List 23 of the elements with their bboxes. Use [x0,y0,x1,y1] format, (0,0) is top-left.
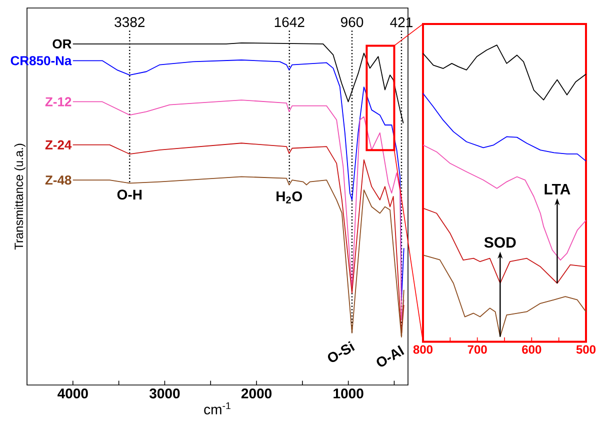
x-axis-title: cm$^{-1}$ [204,402,230,414]
annotation: LTA [544,184,570,194]
ref-line-label: 3382 [114,17,145,28]
series-label: Z-12 [45,97,72,106]
ref-line-label: 960 [340,17,364,28]
x-tick-label: 4000 [58,388,88,398]
x-tick-label: 2000 [241,388,272,398]
x-tick-label: 600 [522,345,542,354]
x-tick-label: 700 [468,345,487,354]
series-label: Z-24 [45,140,72,150]
series-label: OR [52,39,72,49]
series-label: Z-48 [45,175,72,185]
ref-line-label: 1642 [274,17,304,28]
y-axis-title: Transmittance (u.a.) [14,144,26,250]
annotation: SOD [484,237,516,248]
annotation: O-Si [328,341,355,362]
x-tick-label: 500 [576,345,596,354]
annotation: O-Al [376,345,404,366]
annotation: O-H [117,190,142,200]
x-tick-label: 1000 [334,388,364,398]
x-tick-label: 800 [413,345,433,354]
annotation: H$_{2}$O [276,191,302,204]
x-tick-label: 3000 [149,388,180,398]
